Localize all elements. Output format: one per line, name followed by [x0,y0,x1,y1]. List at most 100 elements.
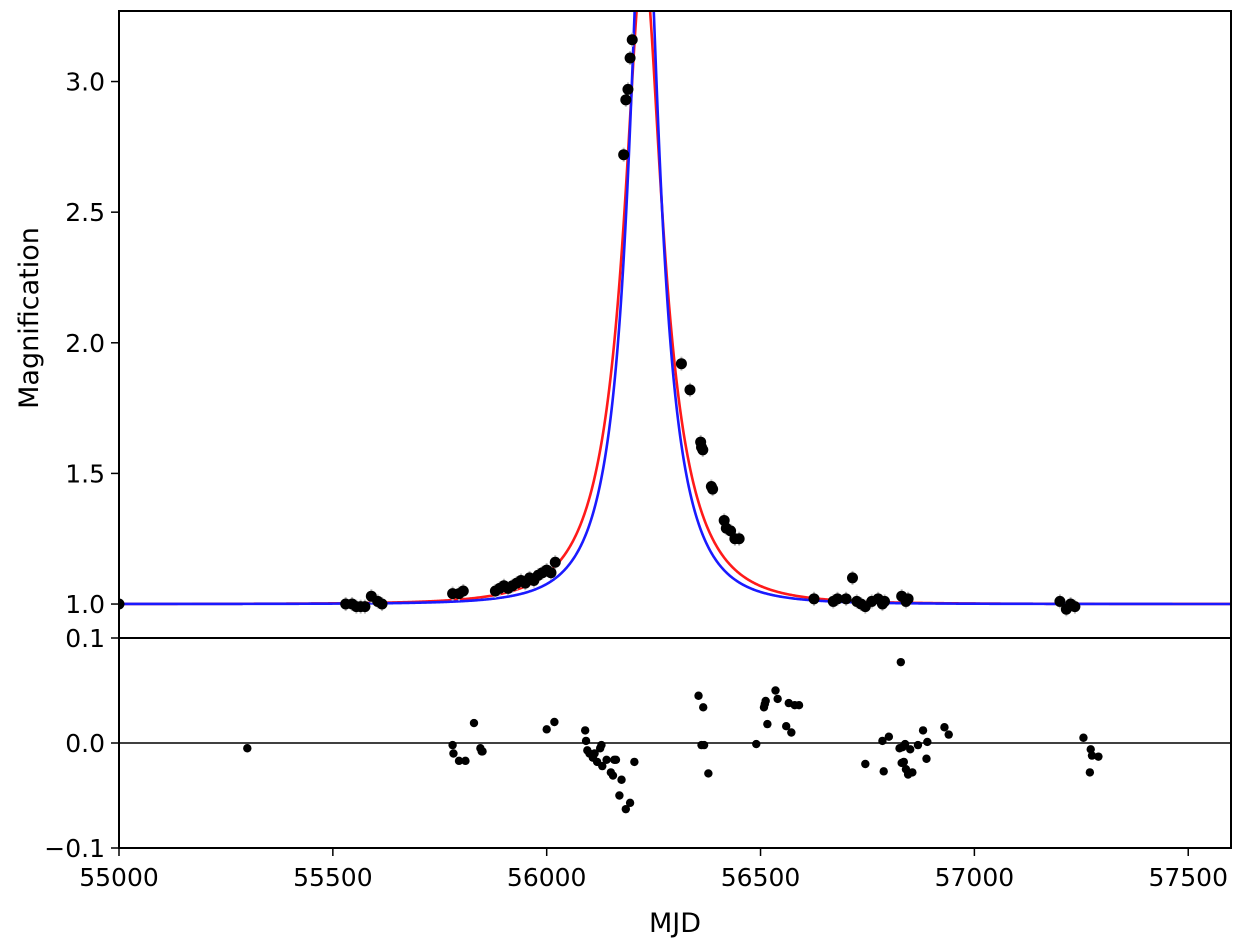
residual-point [940,723,949,732]
data-point [684,384,696,396]
residual-point [615,791,624,800]
residual-point [878,736,887,746]
residual-point [752,739,761,749]
residual-point [918,726,928,735]
data-point [840,593,852,605]
x-ticks: 55000 55500 56000 56500 57000 57500 [79,848,1228,892]
data-points [119,0,1081,615]
residual-point [617,775,626,784]
residual-point [694,691,703,700]
data-point [622,83,634,95]
data-point [675,358,687,370]
x-axis-label: MJD [649,908,701,939]
residual-point [608,771,618,780]
residual-point [761,696,770,706]
residual-point [581,736,591,746]
residual-point [449,749,458,758]
residual-point [763,719,772,729]
data-point [620,94,632,106]
residual-point [923,737,932,747]
data-point [1069,601,1081,613]
x-tick-label: 57500 [1148,863,1228,892]
data-point [808,593,820,605]
residual-point [1086,745,1095,754]
y-tick-label: 3.0 [65,68,105,97]
residual-point [469,718,479,728]
residual-point [922,754,931,763]
residual-point [550,717,559,727]
residual-point [590,749,599,758]
residual-point [699,703,708,712]
residual-point [944,730,953,739]
data-point [549,556,561,568]
residual-point [1079,733,1088,742]
data-point [1054,595,1066,607]
residual-points [243,657,1103,814]
y-tick-label: 1.5 [65,459,105,488]
residual-point [896,657,906,667]
residual-point [1085,768,1095,777]
data-point [545,567,557,579]
x-tick-label: 56000 [507,863,587,892]
residual-point [704,769,713,778]
residual-point [908,768,917,777]
data-point [707,483,719,495]
res-y-tick-label: 0.0 [65,729,105,758]
y-tick-label: 2.5 [65,198,105,227]
residual-point [861,759,870,769]
data-point [457,585,469,597]
main-y-ticks: 1.0 1.5 2.0 2.5 3.0 [65,68,119,619]
residual-point [782,722,791,731]
residual-point [542,725,551,734]
model-curve-1 [119,11,1231,606]
data-point [631,0,642,3]
model-curve-0 [119,11,1231,606]
residuals-panel: −0.1 0.0 0.1 55000 55500 56000 56500 57000 5750… [44,624,1232,939]
residual-point [625,798,635,808]
data-point [618,149,630,161]
res-y-tick-label: −0.1 [44,834,105,863]
model-curves [119,11,1231,606]
y-tick-label: 2.0 [65,329,105,358]
res-y-tick-label: 0.1 [65,624,105,653]
x-tick-label: 55500 [293,863,373,892]
data-point [733,533,745,545]
residual-point [884,732,894,741]
data-point [359,601,371,613]
residual-point [630,757,639,767]
residual-point [461,756,470,766]
data-point [846,572,858,584]
residual-point [598,761,607,771]
residual-point [1087,751,1097,760]
data-point [119,598,125,610]
residual-point [597,740,606,750]
residual-point [448,740,457,750]
residual-point [1094,752,1103,761]
residual-point [794,701,804,710]
data-point [626,34,638,46]
residual-point [602,755,611,764]
data-point [697,444,709,456]
data-point [902,593,914,605]
residual-point [580,726,590,735]
main-panel-frame [118,10,1232,639]
error-bars [119,32,1076,617]
residual-point [879,767,888,776]
data-point [624,52,636,64]
magnification-panel: 1.0 1.5 2.0 2.5 3.0 Magnification [14,0,1232,639]
residual-point [913,740,923,750]
residual-point [906,745,915,754]
x-tick-label: 55000 [79,863,159,892]
y-tick-label: 1.0 [65,590,105,619]
x-tick-label: 56500 [721,863,801,892]
residual-point [478,747,487,756]
residual-point [787,728,796,737]
residual-point [243,744,252,753]
data-point [832,593,844,605]
residual-point [454,756,464,766]
residuals-y-ticks: −0.1 0.0 0.1 [44,624,119,863]
residual-point [771,686,780,695]
residual-point [699,740,709,750]
residual-point [773,694,782,704]
